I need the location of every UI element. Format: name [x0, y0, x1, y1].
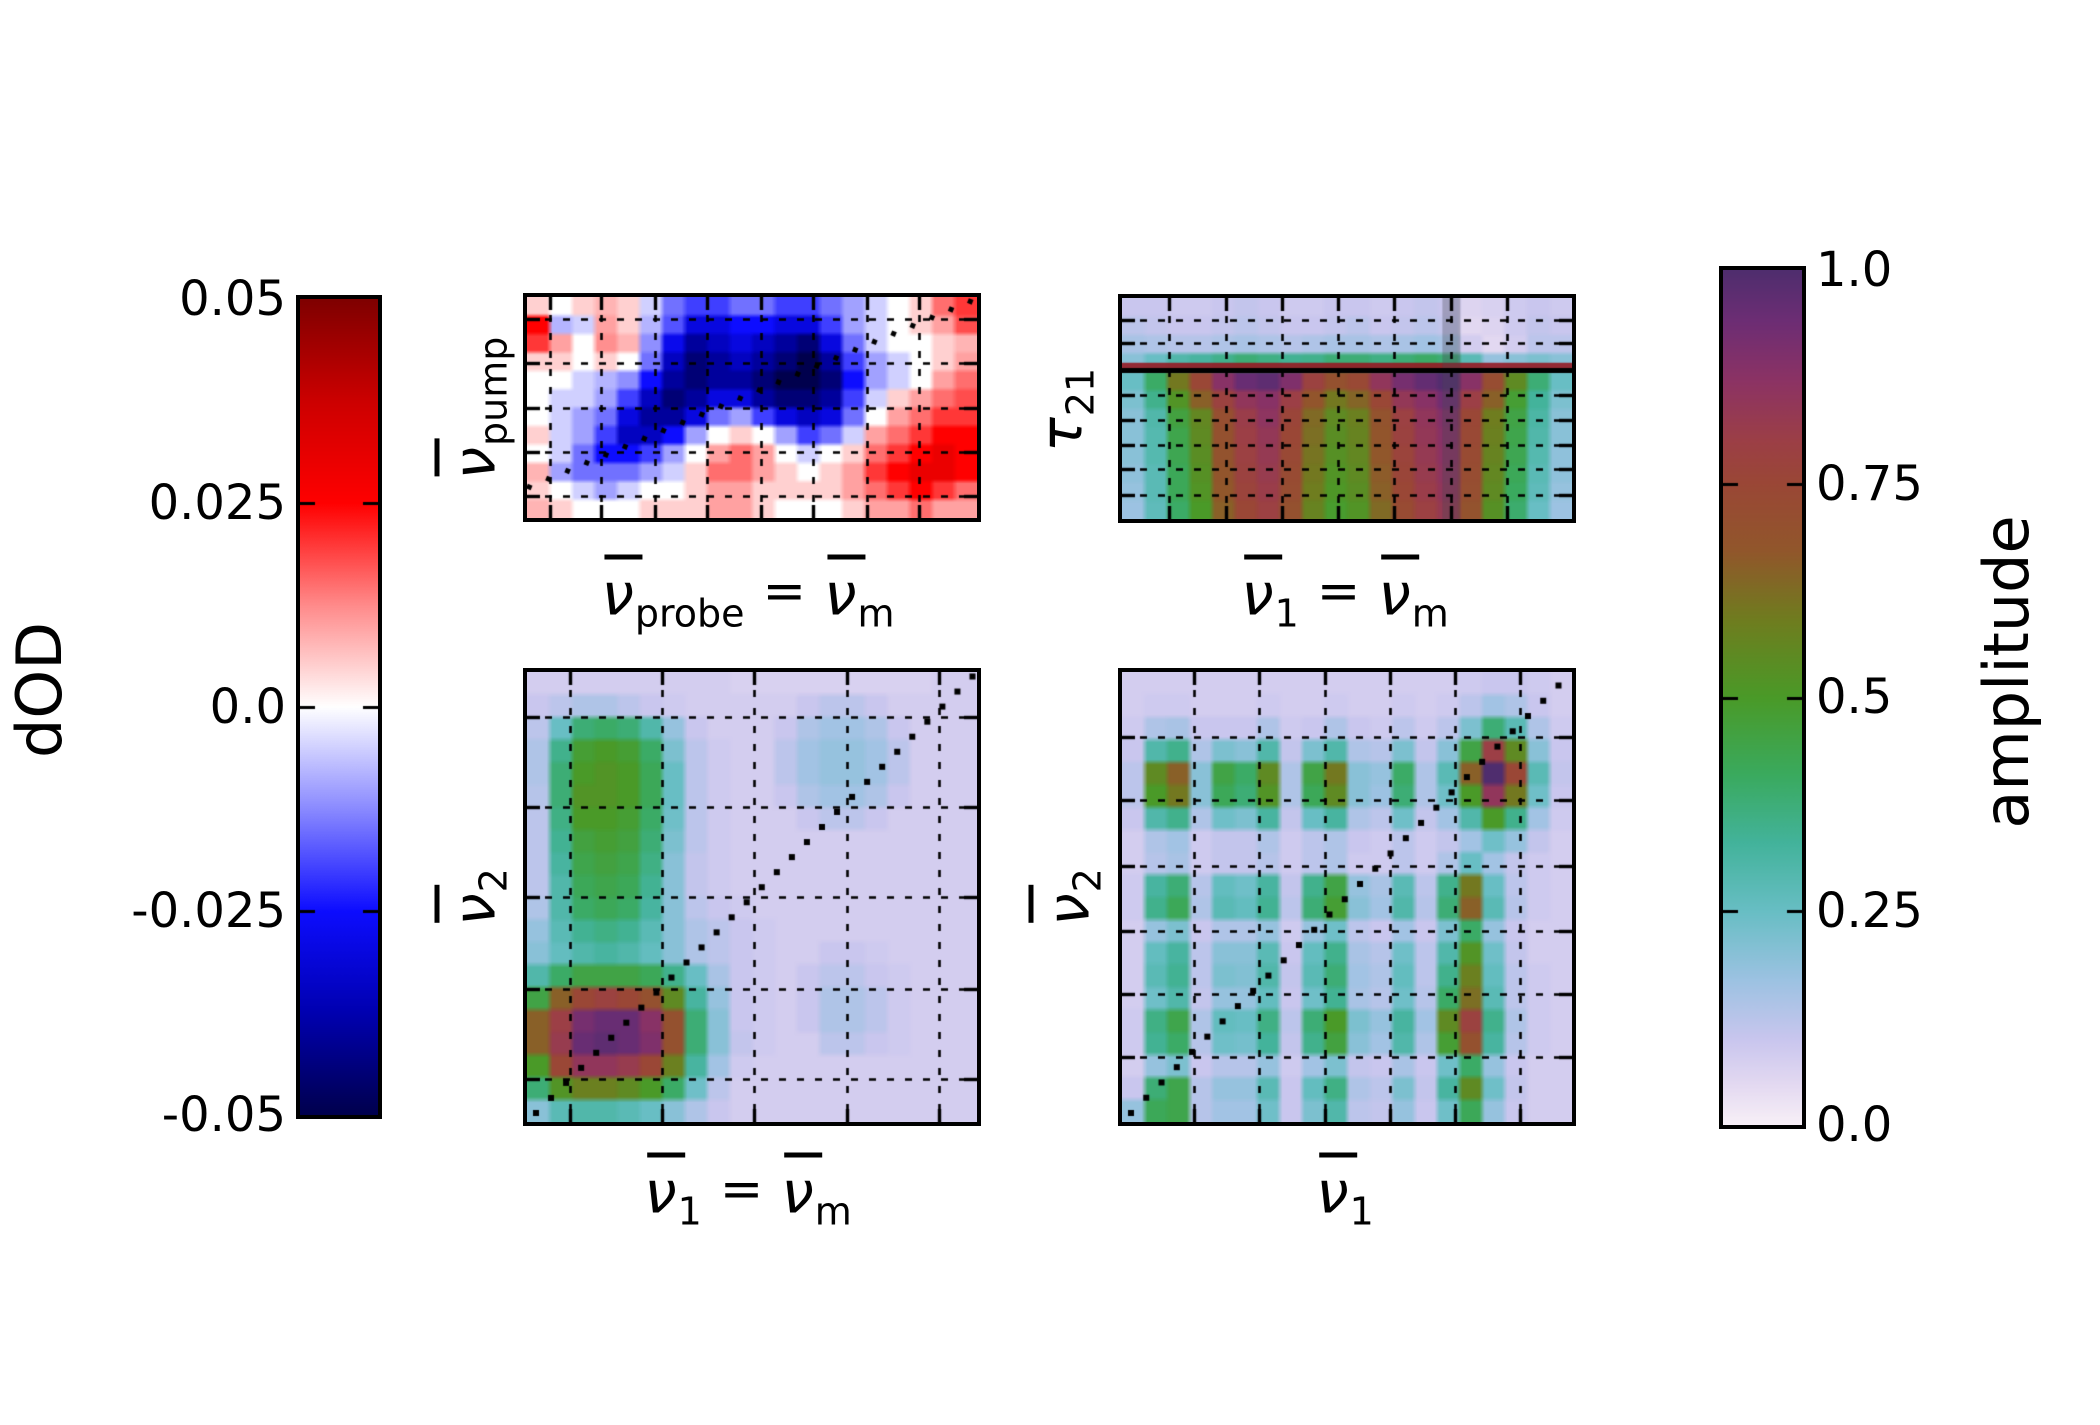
nu-bar-symbol: ν — [781, 1150, 823, 1222]
heatmap-tau21 — [1118, 294, 1576, 523]
amp-tick-1.0: 1.0 — [1816, 242, 1893, 298]
p1-xaxis-label: νprobe = νm — [601, 552, 895, 636]
nu-bar-symbol: ν — [432, 893, 509, 925]
nu-bar-symbol: ν — [1026, 893, 1103, 925]
subscript: 21 — [1058, 367, 1103, 417]
p2-yaxis-label: τ21 — [1028, 367, 1103, 452]
dod-colorbar-title: dOD — [3, 622, 76, 758]
p4-yaxis-label: ν2 — [1026, 868, 1110, 926]
dod-tick-0.05: 0.05 — [179, 271, 286, 327]
colorbar-dod — [296, 295, 382, 1119]
subscript: m — [1411, 591, 1449, 636]
nu-bar-symbol: ν — [644, 1150, 686, 1222]
p1-yaxis-label: νpump — [432, 336, 516, 480]
subscript: 1 — [1274, 591, 1299, 636]
dod-tick--0.025: -0.025 — [131, 883, 286, 939]
heatmap-nu2-vs-nu1m — [523, 668, 981, 1126]
subscript: 1 — [1349, 1189, 1374, 1234]
subscript: m — [857, 591, 895, 636]
dod-tick-0.0: 0.0 — [209, 679, 286, 735]
p3-xaxis-label: ν1 = νm — [644, 1150, 852, 1231]
subscript: pump — [471, 336, 516, 446]
amp-tick-0.5: 0.5 — [1816, 669, 1893, 725]
nu-bar-symbol: ν — [601, 552, 643, 624]
subscript: m — [814, 1189, 852, 1234]
amplitude-colorbar-title: amplitude — [1970, 515, 2043, 829]
tau-symbol: τ — [1027, 417, 1096, 453]
nu-bar-symbol: ν — [1316, 1150, 1358, 1222]
nu-bar-symbol: ν — [1378, 552, 1420, 624]
p2-xaxis-label: ν1 = νm — [1241, 552, 1449, 633]
subscript: 2 — [1065, 868, 1110, 893]
p3-yaxis-label: ν2 — [432, 868, 516, 926]
colorbar-amplitude — [1719, 266, 1806, 1129]
subscript: probe — [634, 591, 745, 636]
subscript: 2 — [471, 868, 516, 893]
equals-sign: = — [762, 561, 807, 622]
amp-tick-0.25: 0.25 — [1816, 883, 1923, 939]
dod-tick--0.05: -0.05 — [161, 1087, 286, 1143]
heatmap-pump-probe — [523, 293, 981, 522]
amp-tick-0.0: 0.0 — [1816, 1097, 1893, 1153]
equals-sign: = — [719, 1159, 764, 1220]
heatmap-nu2-vs-nu1 — [1118, 668, 1576, 1126]
amp-tick-0.75: 0.75 — [1816, 456, 1923, 512]
nu-bar-symbol: ν — [432, 447, 509, 479]
p4-xaxis-label: ν1 — [1316, 1150, 1374, 1231]
nu-bar-symbol: ν — [824, 552, 866, 624]
dod-tick-0.025: 0.025 — [148, 475, 286, 531]
equals-sign: = — [1316, 561, 1361, 622]
subscript: 1 — [677, 1189, 702, 1234]
nu-bar-symbol: ν — [1241, 552, 1283, 624]
